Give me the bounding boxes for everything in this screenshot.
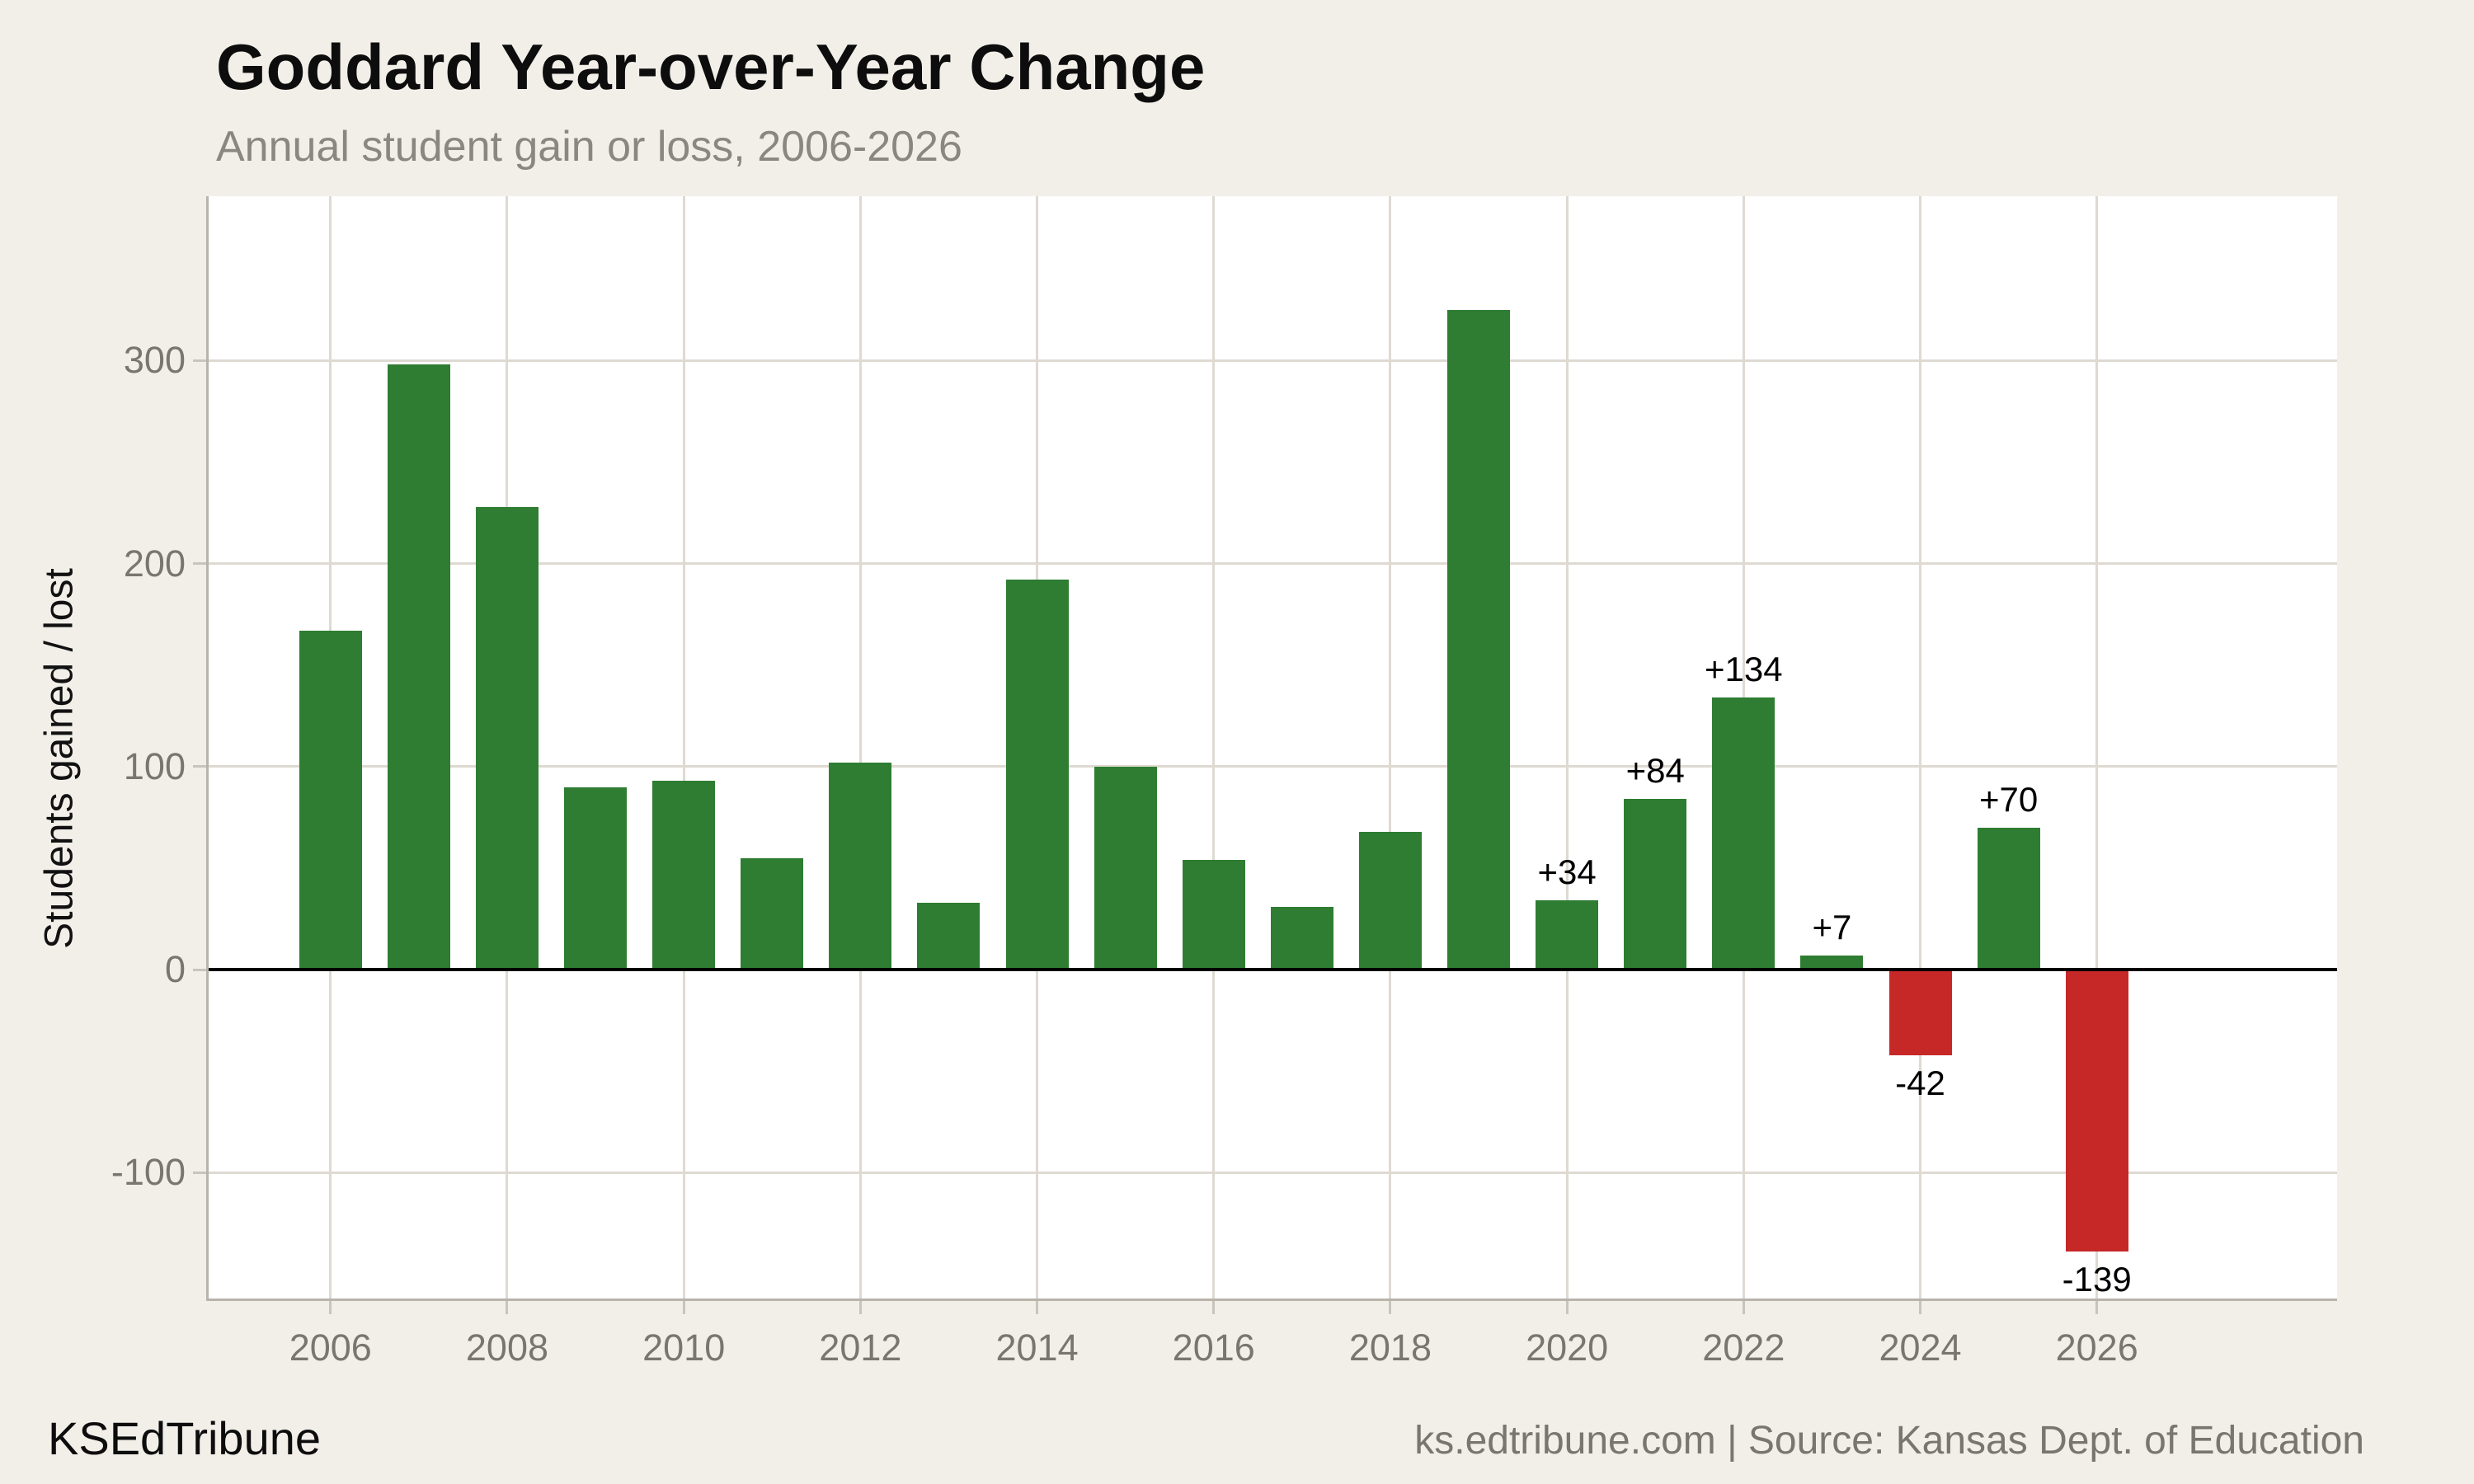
y-tick-label--100: -100 — [111, 1151, 186, 1194]
x-tick-mark-2020 — [1565, 1301, 1569, 1314]
gridline-x-2016 — [1212, 196, 1216, 1298]
bar-2013 — [917, 902, 981, 970]
x-tick-label-2012: 2012 — [819, 1327, 902, 1369]
gridline-y--100 — [209, 1171, 2337, 1174]
y-tick-label-200: 200 — [123, 542, 186, 585]
bar-value-label-2024: -42 — [1895, 1063, 1945, 1102]
bar-2022 — [1712, 697, 1776, 970]
x-tick-label-2006: 2006 — [289, 1327, 372, 1369]
x-tick-label-2018: 2018 — [1348, 1327, 1432, 1369]
bar-2020 — [1536, 900, 1599, 970]
bar-2011 — [741, 857, 804, 970]
y-tick-mark-300 — [193, 359, 206, 362]
y-tick-mark-100 — [193, 765, 206, 768]
bar-2016 — [1182, 860, 1245, 970]
bar-2019 — [1447, 309, 1511, 970]
source-attribution: ks.edtribune.com | Source: Kansas Dept. … — [1414, 1419, 2364, 1463]
bar-2018 — [1358, 831, 1422, 970]
x-tick-label-2026: 2026 — [2055, 1327, 2138, 1369]
y-axis-line — [206, 196, 209, 1301]
gridline-y-200 — [209, 562, 2337, 566]
bar-2023 — [1800, 955, 1864, 970]
bar-value-label-2026: -139 — [2062, 1260, 2132, 1299]
bar-2014 — [1005, 580, 1069, 970]
x-tick-label-2024: 2024 — [1879, 1327, 1962, 1369]
x-tick-mark-2012 — [858, 1301, 862, 1314]
y-tick-label-0: 0 — [164, 948, 186, 991]
x-tick-label-2016: 2016 — [1172, 1327, 1255, 1369]
gridline-y-100 — [209, 765, 2337, 768]
bar-2025 — [1977, 827, 2040, 970]
brand-logo-text: KSEdTribune — [48, 1412, 321, 1464]
zero-baseline — [209, 968, 2337, 972]
bar-2007 — [387, 364, 450, 970]
plot-area: +34 +84 +134 +7 -42 +70 -139 — [209, 196, 2337, 1298]
x-tick-mark-2022 — [1742, 1301, 1745, 1314]
bar-value-label-2020: +34 — [1537, 852, 1597, 892]
x-tick-label-2008: 2008 — [465, 1327, 549, 1369]
bar-2010 — [652, 781, 716, 970]
chart-title: Goddard Year-over-Year Change — [216, 31, 1206, 103]
y-tick-label-300: 300 — [123, 339, 186, 382]
bar-2008 — [475, 506, 539, 970]
bar-2024 — [1888, 970, 1952, 1055]
bar-value-label-2021: +84 — [1625, 751, 1685, 791]
bar-value-label-2023: +7 — [1812, 907, 1852, 946]
y-tick-mark-200 — [193, 562, 206, 566]
x-tick-mark-2010 — [682, 1301, 685, 1314]
gridline-x-2018 — [1389, 196, 1392, 1298]
x-tick-mark-2018 — [1389, 1301, 1392, 1314]
x-tick-mark-2026 — [2095, 1301, 2099, 1314]
x-tick-mark-2006 — [329, 1301, 332, 1314]
y-tick-mark--100 — [193, 1171, 206, 1174]
gridline-y-300 — [209, 359, 2337, 362]
bar-2026 — [2065, 970, 2128, 1252]
x-axis-line — [206, 1298, 2337, 1301]
x-tick-label-2010: 2010 — [642, 1327, 726, 1369]
bar-2012 — [829, 762, 892, 970]
y-tick-label-100: 100 — [123, 744, 186, 787]
gridline-x-2012 — [858, 196, 862, 1298]
bar-2006 — [299, 630, 362, 970]
gridline-x-2024 — [1919, 196, 1921, 1298]
bar-value-label-2025: +70 — [1978, 779, 2039, 819]
gridline-x-2026 — [2095, 196, 2099, 1298]
chart-subtitle: Annual student gain or loss, 2006-2026 — [216, 123, 962, 171]
x-tick-label-2020: 2020 — [1526, 1327, 1609, 1369]
x-tick-mark-2016 — [1212, 1301, 1216, 1314]
bar-value-label-2022: +134 — [1705, 650, 1783, 689]
bar-2015 — [1094, 766, 1157, 970]
x-tick-label-2014: 2014 — [995, 1327, 1079, 1369]
x-tick-mark-2024 — [1919, 1301, 1921, 1314]
x-tick-label-2022: 2022 — [1702, 1327, 1785, 1369]
gridline-x-2020 — [1565, 196, 1569, 1298]
x-tick-mark-2014 — [1036, 1301, 1039, 1314]
y-tick-mark-0 — [193, 968, 206, 971]
bar-2009 — [564, 787, 628, 970]
bar-2017 — [1270, 906, 1333, 970]
x-tick-mark-2008 — [506, 1301, 509, 1314]
gridline-x-2010 — [682, 196, 685, 1298]
bar-2021 — [1624, 799, 1687, 970]
